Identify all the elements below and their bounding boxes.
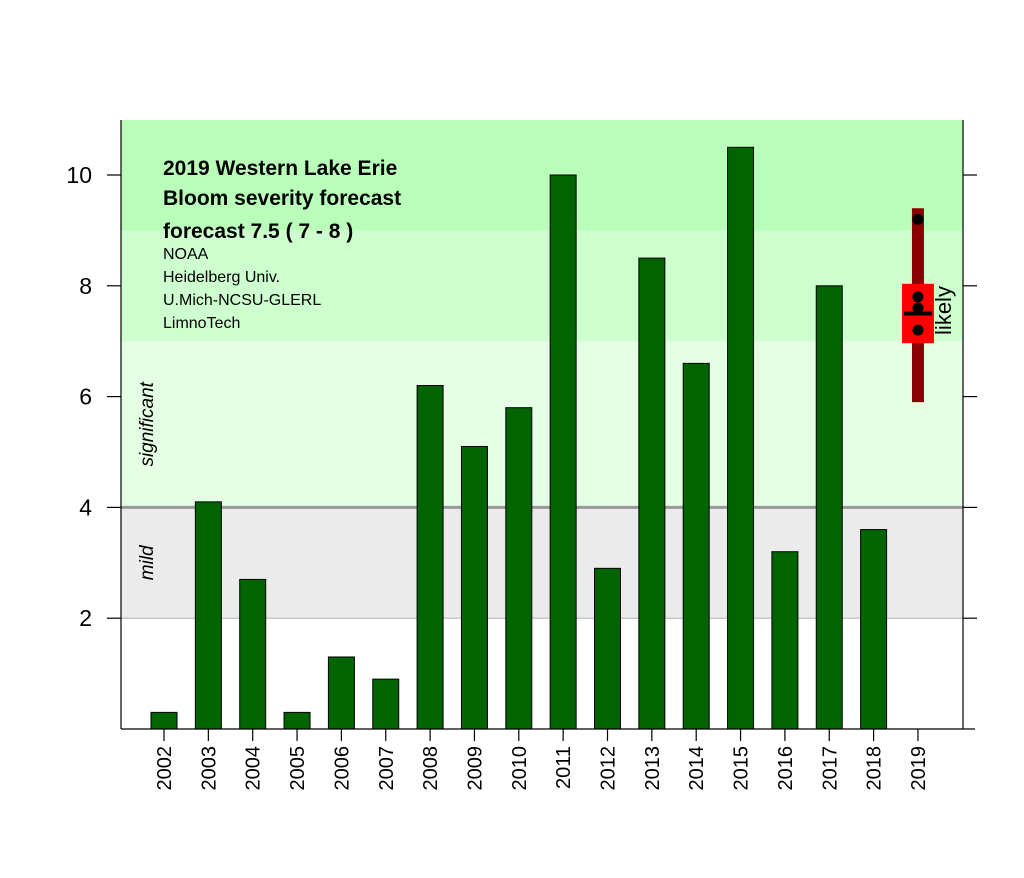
- ytick-label-6: 6: [79, 384, 92, 410]
- title-line-3: forecast 7.5 ( 7 - 8 ): [163, 220, 353, 243]
- title-block: 2019 Western Lake Erie Bloom severity fo…: [163, 157, 401, 332]
- bar-2012: [594, 567, 621, 730]
- title-line-2: Bloom severity forecast: [163, 187, 401, 210]
- xtick-label-2003: 2003: [198, 746, 220, 791]
- zone-labels: mild significant: [137, 381, 158, 580]
- zone-label-mild: mild: [137, 544, 158, 580]
- xtick-label-2016: 2016: [775, 746, 797, 791]
- xtick-label-2002: 2002: [154, 746, 176, 791]
- bar-2018: [860, 529, 888, 730]
- xtick-label-2019: 2019: [908, 746, 930, 791]
- zone-band-4: [121, 120, 963, 231]
- bar-2015: [727, 146, 755, 730]
- xtick-label-2010: 2010: [509, 746, 531, 791]
- bar-2013: [638, 257, 666, 730]
- xtick-label-2009: 2009: [464, 746, 486, 791]
- forecast-likely-label: likely: [931, 286, 956, 335]
- xtick-label-2018: 2018: [864, 746, 886, 791]
- forecast-model-point-0: [912, 213, 924, 225]
- bar-2008: [416, 385, 444, 730]
- axes: 2 4 6 8 10 2002 2003 2004 2005 2006 2007 2008 2009 20…: [66, 120, 977, 791]
- bar-2002: [150, 711, 178, 730]
- bar-2003: [194, 501, 222, 730]
- title-line-1: 2019 Western Lake Erie: [163, 157, 397, 180]
- forecast-model-point-2: [912, 302, 924, 314]
- bar-2005: [283, 711, 311, 730]
- zone-label-significant: significant: [137, 381, 158, 466]
- xtick-label-2017: 2017: [819, 746, 841, 791]
- ytick-label-2: 2: [79, 605, 92, 631]
- bars: [150, 146, 888, 730]
- xtick-label-2008: 2008: [420, 746, 442, 791]
- xtick-label-2014: 2014: [686, 746, 708, 791]
- xtick-label-2011: 2011: [553, 746, 575, 789]
- bar-2017: [815, 285, 843, 730]
- bar-2010: [505, 407, 533, 730]
- ytick-label-8: 8: [79, 273, 92, 299]
- ytick-label-10: 10: [66, 162, 92, 188]
- credit-limnotech: LimnoTech: [163, 315, 240, 332]
- credit-umich: U.Mich-NCSU-GLERL: [163, 292, 321, 309]
- credit-heidelberg: Heidelberg Univ.: [163, 269, 280, 286]
- xtick-label-2006: 2006: [331, 746, 353, 791]
- bar-2006: [327, 656, 355, 730]
- bar-2004: [239, 578, 267, 730]
- xtick-label-2005: 2005: [287, 746, 309, 791]
- xtick-label-2007: 2007: [376, 746, 398, 791]
- bar-2007: [372, 678, 400, 730]
- forecast-2019: likely: [901, 208, 956, 403]
- forecast-model-point-3: [912, 324, 924, 336]
- xtick-label-2012: 2012: [598, 746, 620, 791]
- xtick-label-2004: 2004: [243, 746, 265, 791]
- forecast-model-point-1: [912, 291, 924, 303]
- credit-noaa: NOAA: [163, 246, 209, 263]
- bar-2009: [460, 445, 488, 730]
- ytick-label-4: 4: [79, 494, 92, 520]
- bar-2014: [682, 362, 710, 730]
- bar-2011: [549, 174, 577, 730]
- bar-2016: [771, 551, 799, 730]
- xtick-label-2013: 2013: [642, 746, 664, 791]
- xtick-label-2015: 2015: [731, 746, 753, 791]
